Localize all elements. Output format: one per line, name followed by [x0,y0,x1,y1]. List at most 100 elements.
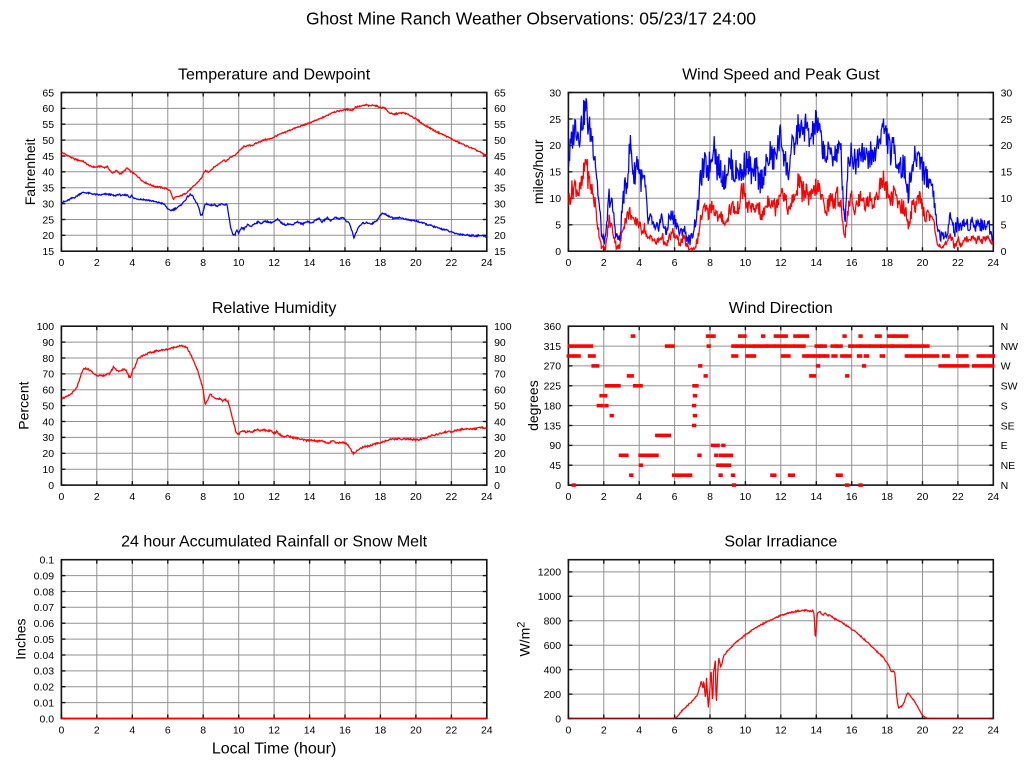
svg-text:18: 18 [375,491,387,503]
svg-text:10: 10 [1001,193,1013,205]
svg-text:SW: SW [1001,381,1018,393]
svg-text:16: 16 [846,724,858,736]
svg-text:SE: SE [1001,420,1015,432]
svg-text:S: S [1001,400,1008,412]
svg-text:0.01: 0.01 [34,697,55,709]
svg-text:18: 18 [375,257,387,269]
svg-text:40: 40 [494,167,506,179]
svg-text:65: 65 [42,87,54,99]
svg-text:400: 400 [544,664,562,676]
svg-text:24: 24 [481,257,493,269]
svg-text:100: 100 [494,321,512,333]
svg-text:10: 10 [233,257,245,269]
svg-text:0: 0 [555,480,561,492]
svg-text:22: 22 [952,491,964,503]
svg-text:2: 2 [94,491,100,503]
svg-text:16: 16 [846,257,858,269]
svg-text:0: 0 [565,491,571,503]
svg-text:0: 0 [58,257,64,269]
svg-text:55: 55 [42,119,54,131]
svg-text:12: 12 [775,257,787,269]
svg-text:15: 15 [549,167,561,179]
svg-text:14: 14 [810,724,822,736]
svg-text:0.04: 0.04 [34,650,55,662]
svg-text:20: 20 [494,230,506,242]
svg-text:35: 35 [494,183,506,195]
svg-text:20: 20 [410,491,422,503]
svg-text:24 hour Accumulated Rainfall o: 24 hour Accumulated Rainfall or Snow Mel… [121,534,427,551]
svg-text:60: 60 [494,385,506,397]
svg-text:0.1: 0.1 [39,555,54,567]
svg-text:0: 0 [58,724,64,736]
svg-text:180: 180 [544,400,562,412]
svg-text:50: 50 [42,400,54,412]
svg-text:20: 20 [42,230,54,242]
svg-text:5: 5 [1001,220,1007,232]
svg-text:0: 0 [58,491,64,503]
svg-text:Ghost Mine Ranch Weather Obser: Ghost Mine Ranch Weather Observations: 0… [306,9,756,29]
svg-text:30: 30 [42,198,54,210]
svg-text:10: 10 [740,257,752,269]
svg-text:8: 8 [200,491,206,503]
svg-text:270: 270 [544,361,562,373]
svg-text:30: 30 [494,432,506,444]
svg-text:50: 50 [42,135,54,147]
svg-text:15: 15 [42,246,54,258]
svg-text:25: 25 [42,214,54,226]
svg-text:16: 16 [339,724,351,736]
svg-text:50: 50 [494,135,506,147]
svg-text:8: 8 [707,491,713,503]
svg-text:NE: NE [1001,460,1016,472]
svg-text:24: 24 [987,724,999,736]
svg-text:18: 18 [881,257,893,269]
svg-text:22: 22 [952,257,964,269]
svg-text:24: 24 [481,724,493,736]
svg-text:70: 70 [494,369,506,381]
svg-text:25: 25 [549,114,561,126]
svg-text:4: 4 [636,491,642,503]
svg-text:30: 30 [494,198,506,210]
svg-text:E: E [1001,440,1008,452]
svg-text:0.07: 0.07 [34,602,55,614]
svg-text:14: 14 [810,491,822,503]
svg-text:0: 0 [555,246,561,258]
svg-text:0: 0 [565,724,571,736]
svg-text:30: 30 [549,87,561,99]
svg-text:Percent: Percent [15,381,31,429]
svg-text:6: 6 [165,257,171,269]
svg-text:4: 4 [129,491,135,503]
svg-text:0.08: 0.08 [34,586,55,598]
svg-text:4: 4 [636,724,642,736]
svg-text:30: 30 [1001,87,1013,99]
svg-text:20: 20 [917,491,929,503]
svg-text:N: N [1001,321,1009,333]
svg-text:0.09: 0.09 [34,570,55,582]
svg-text:NW: NW [1001,341,1019,353]
svg-text:135: 135 [544,420,562,432]
svg-text:N: N [1001,480,1009,492]
svg-text:miles/hour: miles/hour [530,139,546,204]
svg-text:55: 55 [494,119,506,131]
svg-text:360: 360 [544,321,562,333]
svg-text:50: 50 [494,400,506,412]
svg-text:0.02: 0.02 [34,682,55,694]
svg-text:80: 80 [42,353,54,365]
svg-text:4: 4 [636,257,642,269]
svg-text:40: 40 [42,416,54,428]
svg-text:0: 0 [494,480,500,492]
svg-text:15: 15 [1001,167,1013,179]
svg-text:22: 22 [952,724,964,736]
svg-text:10: 10 [740,491,752,503]
svg-text:600: 600 [544,640,562,652]
svg-text:8: 8 [707,257,713,269]
svg-text:4: 4 [129,257,135,269]
svg-text:25: 25 [494,214,506,226]
svg-text:Local Time (hour): Local Time (hour) [212,740,337,757]
svg-text:12: 12 [775,491,787,503]
svg-text:20: 20 [549,140,561,152]
svg-text:35: 35 [42,183,54,195]
svg-text:20: 20 [917,257,929,269]
svg-text:18: 18 [881,491,893,503]
svg-text:6: 6 [672,724,678,736]
svg-text:W: W [1001,361,1011,373]
